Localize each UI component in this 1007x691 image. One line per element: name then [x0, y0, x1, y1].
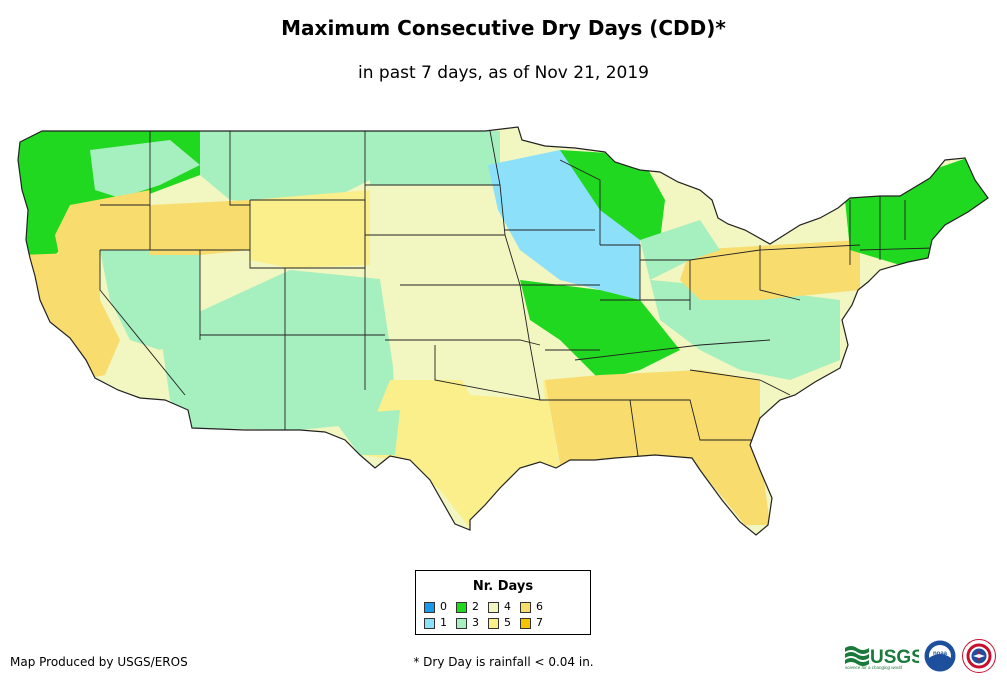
- usgs-logo: USGS science for a changing world: [845, 646, 919, 670]
- legend-swatch: [456, 617, 467, 629]
- legend-swatch: [424, 617, 435, 629]
- legend-item-0: 0: [424, 601, 447, 613]
- legend-item-7: 7: [520, 617, 543, 629]
- legend-label: 7: [536, 616, 543, 629]
- region-6-days-oregon: [55, 190, 150, 260]
- region-3-days-southwest: [160, 270, 395, 430]
- region-3-days-appalachia: [650, 280, 840, 380]
- legend-swatch: [424, 601, 435, 613]
- legend-label: 6: [536, 600, 543, 613]
- region-3-days-west-texas: [330, 410, 400, 455]
- noaa-logo: noaa: [924, 640, 956, 672]
- legend-item-5: 5: [488, 617, 511, 629]
- region-6-days-idaho: [150, 200, 250, 255]
- region-4-days-oklahoma: [440, 340, 545, 400]
- region-2-days-new-england: [845, 150, 988, 265]
- legend-item-4: 4: [488, 601, 511, 613]
- legend-swatch: [520, 617, 531, 629]
- legend-item-1: 1: [424, 617, 447, 629]
- legend-item-2: 2: [456, 601, 479, 613]
- region-2-days-upper-mw: [560, 150, 665, 240]
- legend-label: 3: [472, 616, 479, 629]
- legend-label: 1: [440, 616, 447, 629]
- legend-swatch: [456, 601, 467, 613]
- legend-label: 5: [504, 616, 511, 629]
- legend-swatch: [488, 601, 499, 613]
- map-subtitle: in past 7 days, as of Nov 21, 2019: [358, 63, 649, 83]
- legend-swatch: [488, 617, 499, 629]
- nws-logo: [962, 639, 996, 673]
- legend: Nr. Days 0 1 2 3 4 5 6 7: [415, 570, 591, 635]
- legend-label: 0: [440, 600, 447, 613]
- legend-label: 4: [504, 600, 511, 613]
- svg-text:noaa: noaa: [933, 651, 948, 657]
- legend-item-3: 3: [456, 617, 479, 629]
- region-6-days-california: [20, 252, 120, 378]
- footnote: * Dry Day is rainfall < 0.04 in.: [0, 655, 1007, 669]
- region-3-days-nw-interior: [90, 140, 200, 198]
- svg-text:USGS: USGS: [870, 647, 919, 668]
- state-boundaries: [99, 130, 936, 471]
- legend-label: 2: [472, 600, 479, 613]
- region-2-days-mid-mississippi: [520, 280, 680, 380]
- legend-swatch: [520, 601, 531, 613]
- map-title: Maximum Consecutive Dry Days (CDD)*: [281, 16, 726, 40]
- footnote-text: * Dry Day is rainfall < 0.04 in.: [413, 655, 594, 669]
- region-3-days-montana: [200, 131, 370, 205]
- cdd-regions: [18, 127, 988, 528]
- region-5-days-texas: [360, 380, 560, 528]
- region-5-days-wyoming: [250, 190, 370, 268]
- legend-title: Nr. Days: [472, 579, 534, 594]
- region-3-days-dakotas: [370, 131, 500, 185]
- region-6-days-southeast: [545, 370, 770, 525]
- credit-text: Map Produced by USGS/EROS: [10, 655, 188, 669]
- svg-text:science for a changing world: science for a changing world: [845, 665, 903, 670]
- region-1-day-midwest: [488, 150, 640, 300]
- legend-item-6: 6: [520, 601, 543, 613]
- region-3-days-great-lakes: [640, 220, 720, 280]
